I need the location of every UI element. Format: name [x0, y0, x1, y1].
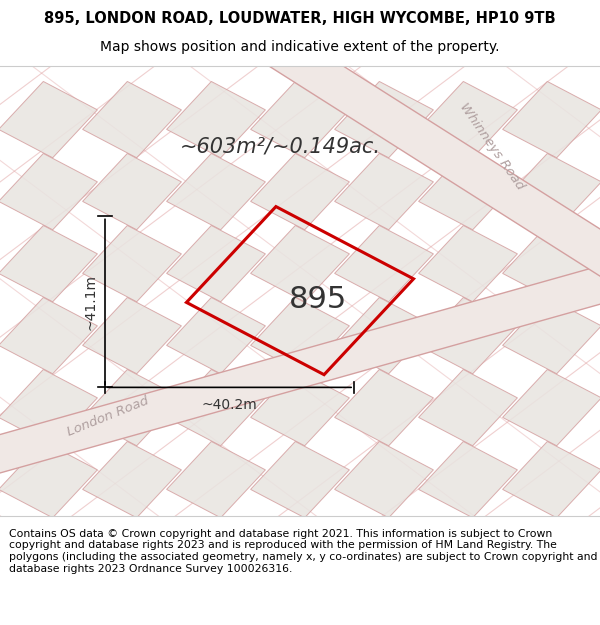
Polygon shape [167, 369, 265, 446]
Polygon shape [83, 441, 181, 518]
Polygon shape [0, 298, 97, 374]
Text: Whinneys Road: Whinneys Road [457, 101, 527, 192]
Polygon shape [419, 154, 517, 230]
Polygon shape [419, 226, 517, 302]
Text: 895: 895 [289, 285, 347, 314]
Polygon shape [503, 226, 600, 302]
Polygon shape [167, 226, 265, 302]
Polygon shape [251, 226, 349, 302]
Polygon shape [83, 226, 181, 302]
Polygon shape [167, 441, 265, 518]
Text: ~603m²/~0.149ac.: ~603m²/~0.149ac. [180, 137, 381, 157]
Text: 895, LONDON ROAD, LOUDWATER, HIGH WYCOMBE, HP10 9TB: 895, LONDON ROAD, LOUDWATER, HIGH WYCOMB… [44, 11, 556, 26]
Polygon shape [251, 154, 349, 230]
Text: London Road: London Road [65, 394, 151, 439]
Polygon shape [83, 369, 181, 446]
Polygon shape [419, 369, 517, 446]
Text: Map shows position and indicative extent of the property.: Map shows position and indicative extent… [100, 40, 500, 54]
Polygon shape [503, 441, 600, 518]
Polygon shape [419, 298, 517, 374]
Polygon shape [83, 298, 181, 374]
Polygon shape [0, 369, 97, 446]
Polygon shape [251, 369, 349, 446]
Polygon shape [0, 251, 600, 488]
Text: ~41.1m: ~41.1m [83, 274, 97, 330]
Polygon shape [503, 81, 600, 158]
Polygon shape [251, 298, 349, 374]
Polygon shape [335, 154, 433, 230]
Polygon shape [335, 226, 433, 302]
Polygon shape [83, 154, 181, 230]
Polygon shape [0, 441, 97, 518]
Polygon shape [503, 154, 600, 230]
Polygon shape [254, 29, 600, 304]
Polygon shape [503, 369, 600, 446]
Polygon shape [335, 81, 433, 158]
Text: ~40.2m: ~40.2m [202, 398, 257, 412]
Polygon shape [419, 81, 517, 158]
Polygon shape [0, 226, 97, 302]
Polygon shape [167, 154, 265, 230]
Polygon shape [251, 81, 349, 158]
Text: Contains OS data © Crown copyright and database right 2021. This information is : Contains OS data © Crown copyright and d… [9, 529, 598, 574]
Polygon shape [419, 441, 517, 518]
Polygon shape [251, 441, 349, 518]
Polygon shape [0, 81, 97, 158]
Polygon shape [503, 298, 600, 374]
Polygon shape [83, 81, 181, 158]
Polygon shape [167, 298, 265, 374]
Polygon shape [167, 81, 265, 158]
Polygon shape [335, 369, 433, 446]
Polygon shape [335, 441, 433, 518]
Polygon shape [0, 154, 97, 230]
Polygon shape [335, 298, 433, 374]
